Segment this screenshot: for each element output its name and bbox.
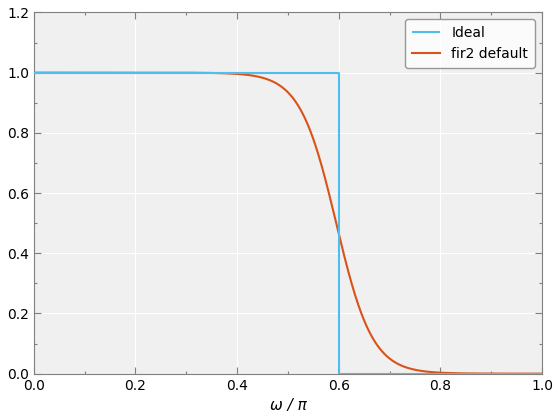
Line: Ideal: Ideal	[34, 73, 542, 374]
Ideal	[539, 371, 545, 376]
fir2 default	[431, 370, 437, 375]
fir2 default	[30, 70, 37, 75]
fir2 default	[539, 371, 545, 376]
X-axis label: ω / π: ω / π	[269, 398, 306, 413]
Ideal	[30, 70, 37, 75]
Line: fir2 default: fir2 default	[34, 73, 542, 374]
Legend: Ideal, fir2 default: Ideal, fir2 default	[405, 19, 535, 68]
fir2 default	[524, 371, 530, 376]
Ideal	[335, 371, 342, 376]
fir2 default	[524, 371, 531, 376]
fir2 default	[278, 84, 284, 89]
Ideal	[335, 70, 342, 75]
fir2 default	[264, 77, 271, 82]
fir2 default	[57, 70, 63, 75]
